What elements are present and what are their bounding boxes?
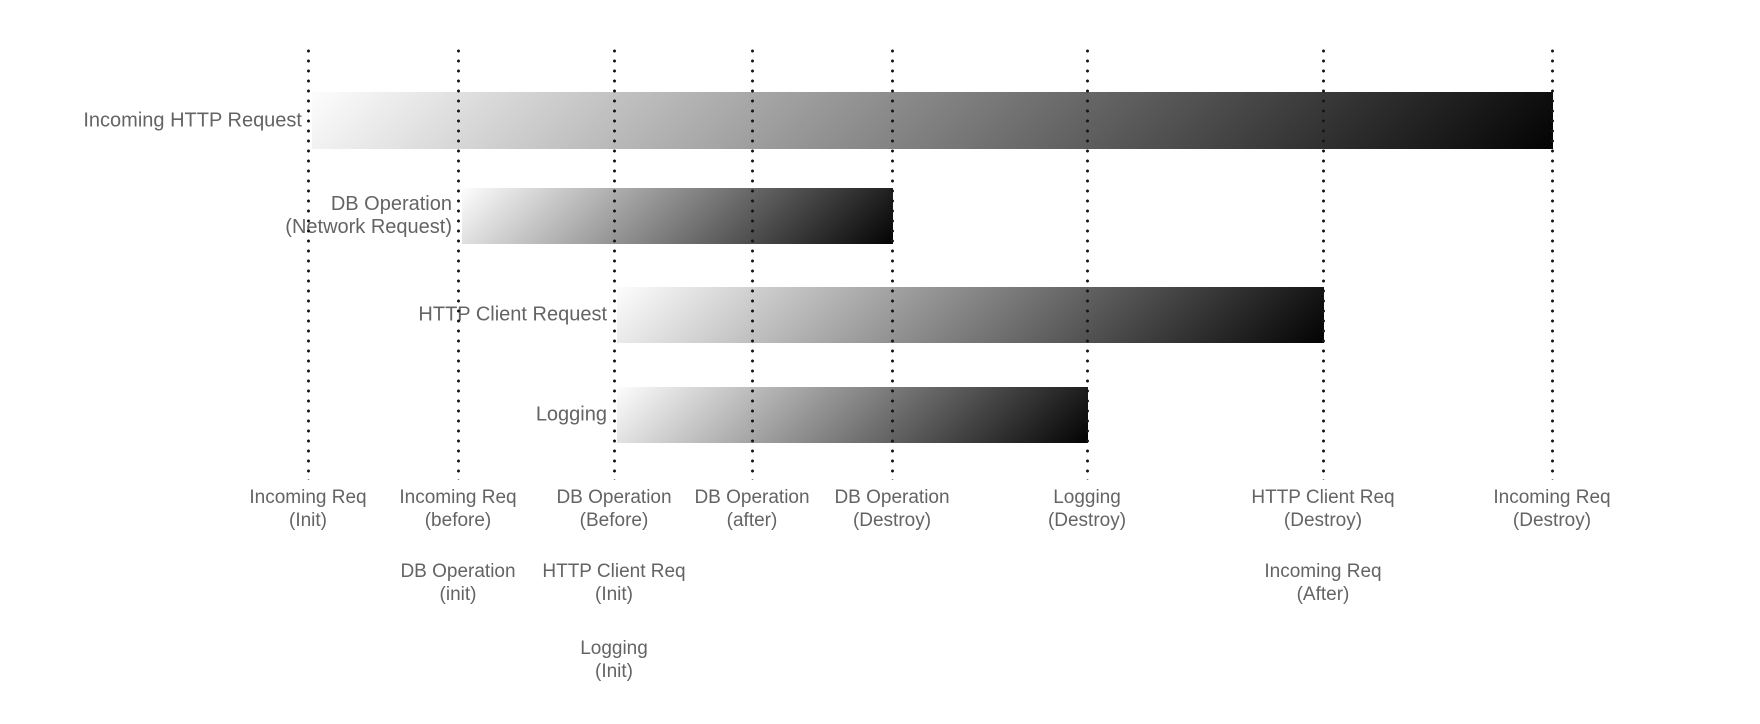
row-label: Incoming HTTP Request xyxy=(83,109,302,132)
event-label: Logging (Init) xyxy=(580,637,648,683)
event-label-line: Logging xyxy=(580,638,648,659)
event-label: Incoming Req (Destroy) xyxy=(1493,486,1610,532)
event-line-3 xyxy=(612,46,616,480)
event-label: Logging (Destroy) xyxy=(1048,486,1126,532)
event-label: HTTP Client Req (Destroy) xyxy=(1251,486,1394,532)
event-line-4 xyxy=(750,46,754,480)
event-label-line: (Destroy) xyxy=(852,510,932,531)
event-label: DB Operation (Before) xyxy=(556,486,671,532)
row-label-line: (Network Request) xyxy=(285,216,452,238)
event-label-line: Logging xyxy=(1053,487,1121,508)
row-label-line: Logging xyxy=(535,403,607,426)
event-label-line: (before) xyxy=(424,510,492,531)
row-label: DB Operation (Network Request) xyxy=(285,193,452,239)
event-label-line: DB Operation xyxy=(556,487,672,508)
event-label-line: Incoming Req xyxy=(249,487,367,508)
event-line-1 xyxy=(306,46,310,480)
event-label-line: DB Operation xyxy=(400,561,516,582)
event-label: DB Operation (Destroy) xyxy=(834,486,949,532)
event-label-line: (Destroy) xyxy=(1512,510,1592,531)
event-label-line: (after) xyxy=(726,510,778,531)
event-line-2 xyxy=(456,46,460,480)
event-label-line: (Init) xyxy=(595,661,633,682)
span-bar xyxy=(462,188,893,244)
event-label-line: HTTP Client Req xyxy=(1251,487,1395,508)
event-label: Incoming Req (Init) xyxy=(249,486,366,532)
event-label-line: (Init) xyxy=(594,584,633,605)
event-label-line: Incoming Req xyxy=(399,487,517,508)
event-line-7 xyxy=(1321,46,1325,480)
event-label: HTTP Client Req (Init) xyxy=(542,560,685,606)
event-label-line: (Destroy) xyxy=(1283,510,1363,531)
event-line-5 xyxy=(890,46,894,480)
row-label: Logging xyxy=(536,404,607,427)
event-label: DB Operation (after) xyxy=(694,486,809,532)
span-bar xyxy=(617,287,1324,343)
row-label-line: Incoming HTTP Request xyxy=(83,109,302,131)
row-label-line: DB Operation xyxy=(330,193,452,215)
event-label-line: (init) xyxy=(439,584,477,605)
event-label: DB Operation (init) xyxy=(400,560,515,606)
event-label-line: Incoming Req xyxy=(1493,487,1611,508)
event-label-line: (Init) xyxy=(288,510,327,531)
event-label: Incoming Req (After) xyxy=(1264,560,1381,606)
event-label-line: HTTP Client Req xyxy=(542,561,686,582)
row-label-line: HTTP Client Request xyxy=(418,303,607,326)
event-label-line: DB Operation xyxy=(694,487,810,508)
span-bar xyxy=(617,387,1088,443)
event-label: Incoming Req (before) xyxy=(399,486,516,532)
row-label: HTTP Client Request xyxy=(418,304,607,327)
event-label-line: (Destroy) xyxy=(1047,510,1127,531)
event-label-line: (Before) xyxy=(579,510,649,531)
event-line-6 xyxy=(1085,46,1089,480)
event-line-8 xyxy=(1550,46,1554,480)
span-bar xyxy=(312,92,1553,149)
event-label-line: DB Operation xyxy=(834,487,950,508)
event-label-line: (After) xyxy=(1296,584,1350,605)
event-label-line: Incoming Req xyxy=(1264,561,1382,582)
